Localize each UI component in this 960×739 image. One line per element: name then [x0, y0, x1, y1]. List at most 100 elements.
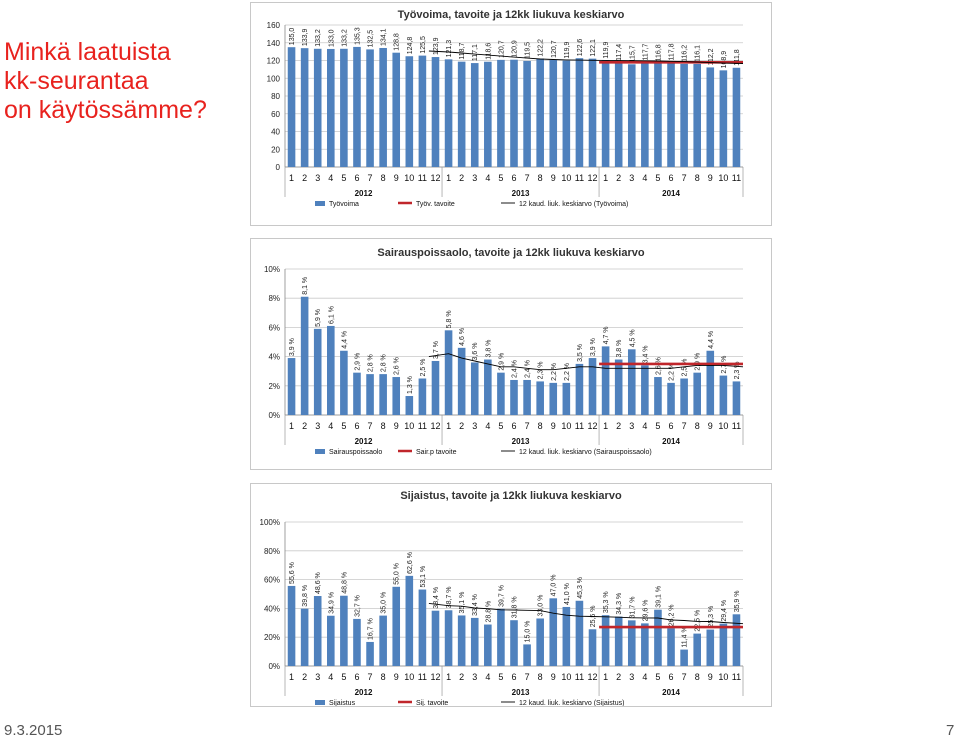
x-tick-label: 7 [682, 173, 687, 183]
bar [444, 330, 453, 415]
x-tick-label: 11 [575, 672, 584, 682]
bar-data-label: 2,9 % [354, 353, 361, 371]
bar [327, 325, 335, 415]
year-label: 2013 [512, 688, 530, 697]
bar-data-label: 3,8 % [616, 340, 623, 358]
legend-label: Sairauspoissaolo [329, 449, 382, 456]
x-tick-label: 10 [718, 173, 728, 183]
bar-data-label: 135,0 [289, 28, 296, 46]
bar [510, 59, 518, 167]
y-tick-label: 60 [271, 110, 280, 119]
y-tick-label: 140 [267, 39, 281, 48]
x-tick-label: 1 [289, 421, 294, 431]
x-tick-label: 9 [551, 173, 556, 183]
bar [575, 600, 584, 666]
bar [693, 63, 701, 167]
bar [484, 61, 492, 167]
x-tick-label: 4 [485, 672, 490, 682]
bar-data-label: 123,9 [433, 37, 440, 55]
bar [510, 379, 518, 415]
bar [588, 358, 597, 415]
bar [300, 48, 309, 167]
bar [287, 585, 296, 666]
x-tick-label: 5 [498, 173, 503, 183]
bar-data-label: 133,9 [302, 29, 309, 47]
bar [719, 70, 728, 167]
bar-data-label: 33,0 % [538, 595, 545, 617]
bar-data-label: 41,0 % [564, 583, 571, 605]
bar [614, 62, 623, 168]
year-label: 2014 [662, 437, 680, 446]
bar-data-label: 55,0 % [394, 563, 401, 585]
x-tick-label: 3 [472, 173, 477, 183]
x-tick-label: 6 [354, 173, 359, 183]
bar-data-label: 29,6 % [642, 600, 649, 622]
bar-data-label: 120,9 [512, 40, 519, 58]
chart-title: Sijaistus, tavoite ja 12kk liukuva keski… [400, 490, 622, 502]
x-tick-label: 6 [354, 672, 359, 682]
x-tick-label: 3 [629, 672, 634, 682]
x-tick-label: 2 [616, 421, 621, 431]
bar-data-label: 124,8 [407, 37, 414, 55]
x-tick-label: 12 [588, 173, 598, 183]
x-tick-label: 4 [328, 173, 333, 183]
x-tick-label: 2 [302, 173, 307, 183]
bar [470, 63, 479, 168]
bar-data-label: 111,8 [734, 49, 741, 66]
x-tick-label: 8 [381, 173, 386, 183]
x-tick-label: 2 [616, 672, 621, 682]
bar [405, 396, 414, 415]
bar [562, 60, 571, 168]
x-tick-label: 11 [732, 672, 741, 682]
x-tick-label: 5 [341, 672, 346, 682]
bar [431, 360, 440, 415]
bar-data-label: 47,0 % [551, 575, 558, 597]
x-tick-label: 7 [525, 173, 530, 183]
x-tick-label: 11 [575, 421, 584, 431]
x-tick-label: 5 [341, 421, 346, 431]
chart-svg: Sijaistus, tavoite ja 12kk liukuva keski… [260, 490, 744, 706]
x-tick-label: 11 [418, 421, 427, 431]
bar [680, 649, 688, 666]
x-tick-label: 6 [669, 421, 674, 431]
x-tick-label: 3 [472, 672, 477, 682]
page-number: 7 [946, 722, 955, 739]
x-tick-label: 10 [561, 421, 571, 431]
x-tick-label: 3 [629, 421, 634, 431]
bar [444, 610, 453, 666]
bar [457, 347, 466, 415]
bar [588, 629, 597, 666]
bar [641, 365, 649, 415]
bar-data-label: 48,8 % [341, 572, 348, 594]
bar-data-label: 2,5 % [682, 359, 689, 377]
bar [392, 586, 401, 666]
x-tick-label: 11 [732, 173, 741, 183]
bar-data-label: 3,4 % [642, 345, 649, 363]
bar-data-label: 34,3 % [616, 593, 623, 615]
y-tick-label: 100% [260, 518, 280, 527]
x-tick-label: 7 [525, 421, 530, 431]
year-label: 2012 [355, 437, 373, 446]
bar [313, 48, 322, 167]
bar-data-label: 122,2 [538, 39, 545, 57]
slide-title: Minkä laatuista kk-seurantaa on käytössä… [4, 38, 244, 125]
bar [601, 346, 610, 415]
bar [300, 608, 309, 666]
bar-data-label: 2,6 % [394, 357, 401, 375]
bar [601, 615, 610, 666]
bar-data-label: 122,1 [590, 39, 597, 57]
bar [680, 63, 688, 168]
x-tick-label: 5 [655, 421, 660, 431]
x-tick-label: 12 [588, 421, 598, 431]
bar [405, 56, 414, 167]
bar-data-label: 120,7 [551, 40, 558, 58]
year-label: 2014 [662, 189, 680, 198]
bar [732, 381, 741, 415]
x-tick-label: 6 [511, 173, 516, 183]
bar [575, 363, 584, 415]
year-label: 2013 [512, 437, 530, 446]
y-tick-label: 0% [268, 411, 280, 420]
y-tick-label: 120 [267, 57, 281, 66]
bar-data-label: 117,7 [642, 43, 649, 60]
bar-data-label: 3,8 % [485, 340, 492, 358]
